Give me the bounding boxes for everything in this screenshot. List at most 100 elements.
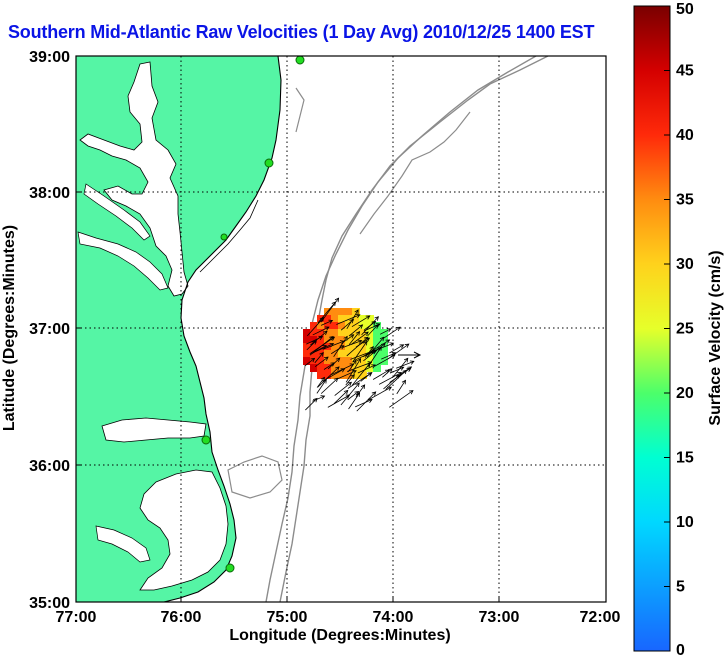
velocity-arrow-head	[406, 367, 412, 372]
station-marker	[220, 233, 228, 241]
y-tick-label: 36:00	[29, 458, 70, 475]
velocity-arrow-head	[386, 328, 392, 333]
velocity-cell	[345, 343, 353, 351]
velocity-arrow-head	[335, 357, 341, 363]
velocity-cell	[373, 329, 381, 337]
velocity-arrow	[306, 336, 323, 345]
velocity-arrow-head	[371, 364, 376, 369]
bathymetry-contour	[279, 56, 549, 602]
velocity-arrow	[396, 380, 406, 395]
velocity-cell	[324, 357, 332, 365]
velocity-arrow-head	[310, 357, 316, 363]
velocity-arrow	[361, 316, 379, 336]
colorbar-tick-label: 5	[676, 579, 685, 596]
velocity-cell	[331, 343, 339, 351]
y-tick-label: 35:00	[29, 595, 70, 612]
velocity-cell	[310, 357, 318, 365]
velocity-arrow	[348, 324, 363, 337]
velocity-cell	[303, 336, 311, 344]
colorbar-tick-label: 20	[676, 385, 694, 402]
velocity-arrow	[367, 386, 392, 401]
velocity-arrow	[355, 399, 373, 408]
velocity-arrow-head	[334, 297, 340, 303]
velocity-cell	[352, 308, 360, 316]
velocity-arrow-head	[355, 313, 361, 319]
velocity-arrow-head	[329, 342, 335, 348]
y-tick-label: 37:00	[29, 321, 70, 338]
velocity-arrow-head	[355, 331, 361, 336]
velocity-cell	[359, 322, 367, 330]
station-marker	[295, 56, 305, 65]
colorbar-tick-label: 35	[676, 192, 694, 209]
velocity-arrow-head	[324, 326, 330, 331]
velocity-cell	[331, 329, 339, 337]
velocity-arrow-head	[381, 343, 386, 348]
velocity-arrow	[323, 362, 335, 370]
velocity-arrow-head	[371, 321, 377, 326]
velocity-arrow-head	[369, 345, 374, 351]
velocity-arrow-head	[355, 382, 360, 388]
velocity-cell	[324, 322, 332, 330]
velocity-cell	[352, 350, 360, 358]
velocity-cell	[338, 336, 346, 344]
velocity-arrow	[314, 356, 329, 367]
velocity-arrow-head	[390, 354, 396, 359]
velocity-cell	[317, 336, 325, 344]
velocity-cell	[373, 350, 381, 358]
velocity-arrow	[348, 331, 360, 345]
reference-arrow	[398, 351, 422, 359]
velocity-cell	[324, 329, 332, 337]
velocity-arrow-head	[379, 336, 385, 342]
velocity-cell	[366, 336, 374, 344]
velocity-cell	[366, 343, 374, 351]
velocity-cell	[345, 357, 353, 365]
velocity-arrow	[382, 368, 393, 378]
velocity-arrow-head	[354, 309, 359, 314]
velocity-arrow-head	[399, 344, 405, 349]
velocity-cell	[359, 364, 367, 372]
velocity-arrow	[305, 398, 318, 411]
colorbar-tick-label: 30	[676, 256, 694, 273]
x-tick-label: 75:00	[267, 609, 308, 626]
velocity-cell	[352, 322, 360, 330]
velocity-arrow	[309, 336, 335, 354]
velocity-cell	[331, 315, 339, 323]
velocity-arrow-head	[388, 368, 393, 373]
velocity-arrow	[351, 315, 370, 328]
velocity-arrow-head	[352, 369, 357, 375]
velocity-cell	[338, 322, 346, 330]
velocity-cell	[331, 336, 339, 344]
velocity-cell	[331, 322, 339, 330]
velocity-cell	[324, 364, 332, 372]
velocity-cell	[331, 357, 339, 365]
velocity-arrow	[331, 345, 344, 355]
velocity-arrow	[367, 324, 379, 337]
bathymetry-contour	[359, 111, 471, 235]
pamlico-sound	[139, 469, 229, 591]
bathymetry-contour	[295, 87, 305, 133]
velocity-cell	[331, 350, 339, 358]
plot-title: Southern Mid-Atlantic Raw Velocities (1 …	[8, 22, 595, 42]
velocity-arrow-head	[349, 318, 355, 324]
velocity-arrow	[334, 381, 352, 396]
velocity-arrow	[360, 372, 372, 382]
velocity-arrow-head	[343, 389, 349, 395]
velocity-arrow	[379, 328, 392, 335]
velocity-arrow	[351, 362, 371, 386]
velocity-cell	[338, 371, 346, 379]
velocity-cell	[310, 322, 318, 330]
velocity-arrow	[307, 317, 324, 337]
velocity-cell	[317, 371, 325, 379]
velocity-arrow	[389, 390, 414, 408]
x-tick-label: 77:00	[56, 609, 97, 626]
velocity-arrow-head	[360, 384, 366, 389]
velocity-cell	[303, 350, 311, 358]
velocity-arrow	[383, 326, 401, 339]
velocity-arrow	[315, 343, 334, 352]
velocity-arrow	[304, 358, 315, 367]
velocity-cell	[317, 322, 325, 330]
river-estuary	[83, 183, 151, 241]
velocity-cell	[324, 315, 332, 323]
velocity-patches	[303, 308, 388, 379]
velocity-arrow	[396, 360, 414, 369]
